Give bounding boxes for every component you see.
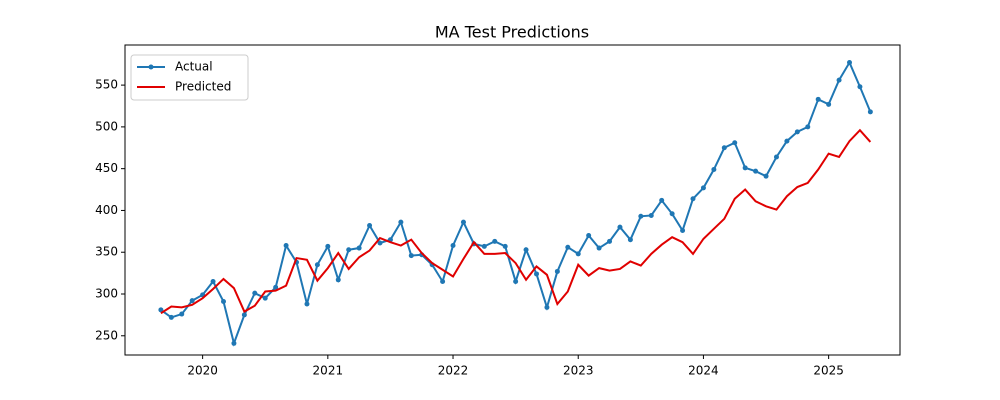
data-point (367, 222, 373, 228)
data-point (346, 247, 352, 253)
data-point (377, 240, 383, 246)
x-tick-label: 2020 (187, 364, 218, 378)
data-point (513, 278, 519, 284)
data-point (283, 243, 289, 249)
data-point (700, 185, 706, 191)
data-point (648, 212, 654, 218)
series-line (160, 128, 872, 315)
data-point (492, 238, 498, 244)
data-point (554, 268, 560, 274)
data-point (158, 307, 164, 313)
y-tick-label: 300 (95, 287, 118, 301)
data-point (867, 109, 873, 115)
data-point (815, 96, 821, 102)
data-point (450, 243, 456, 249)
data-point (836, 77, 842, 83)
data-point (179, 311, 185, 317)
data-point (325, 243, 331, 249)
data-point (794, 129, 800, 135)
data-point (690, 196, 696, 202)
data-point (607, 238, 613, 244)
x-tick-label: 2022 (438, 364, 469, 378)
data-point (669, 211, 675, 217)
data-point (241, 312, 247, 318)
chart-title: MA Test Predictions (435, 23, 589, 42)
data-point (408, 253, 414, 259)
data-point (826, 101, 832, 107)
data-point (544, 304, 550, 310)
legend-marker (148, 64, 154, 70)
data-point (533, 271, 539, 277)
data-point (857, 84, 863, 90)
data-point (638, 213, 644, 219)
data-point (440, 278, 446, 284)
data-point (231, 340, 237, 346)
legend-label: Predicted (175, 80, 231, 94)
data-point (523, 247, 529, 253)
data-point (502, 243, 508, 249)
data-point (847, 60, 853, 66)
x-tick-label: 2021 (313, 364, 344, 378)
data-point (773, 154, 779, 160)
data-point (273, 284, 279, 290)
data-point (784, 138, 790, 144)
data-point (398, 219, 404, 225)
data-point (356, 245, 362, 251)
data-point (627, 237, 633, 243)
data-point (335, 277, 341, 283)
x-tick-label: 2025 (813, 364, 844, 378)
data-point (168, 314, 174, 320)
data-point (586, 233, 592, 239)
data-point (742, 165, 748, 171)
legend-label: Actual (175, 60, 213, 74)
x-tick-label: 2023 (563, 364, 594, 378)
data-point (575, 251, 581, 257)
data-point (565, 244, 571, 250)
data-point (805, 124, 811, 130)
data-point (711, 167, 717, 173)
data-point (252, 290, 258, 296)
y-tick-label: 500 (95, 119, 118, 133)
data-point (596, 245, 602, 251)
y-tick-label: 550 (95, 78, 118, 92)
data-point (189, 298, 195, 304)
data-point (304, 301, 310, 307)
y-tick-label: 250 (95, 328, 118, 342)
data-point (460, 219, 466, 225)
y-tick-label: 350 (95, 245, 118, 259)
data-point (753, 168, 759, 174)
data-point (220, 299, 226, 305)
x-tick-label: 2024 (688, 364, 719, 378)
data-point (763, 173, 769, 179)
data-point (732, 140, 738, 146)
series-line (160, 60, 872, 347)
plot-frame (124, 44, 901, 356)
data-point (680, 227, 686, 233)
y-tick-label: 400 (95, 203, 118, 217)
y-tick-label: 450 (95, 161, 118, 175)
data-point (314, 262, 320, 268)
data-point (617, 224, 623, 230)
data-point (721, 145, 727, 151)
data-point (659, 197, 665, 203)
data-point (481, 243, 487, 249)
data-point (210, 278, 216, 284)
data-point (262, 295, 268, 301)
